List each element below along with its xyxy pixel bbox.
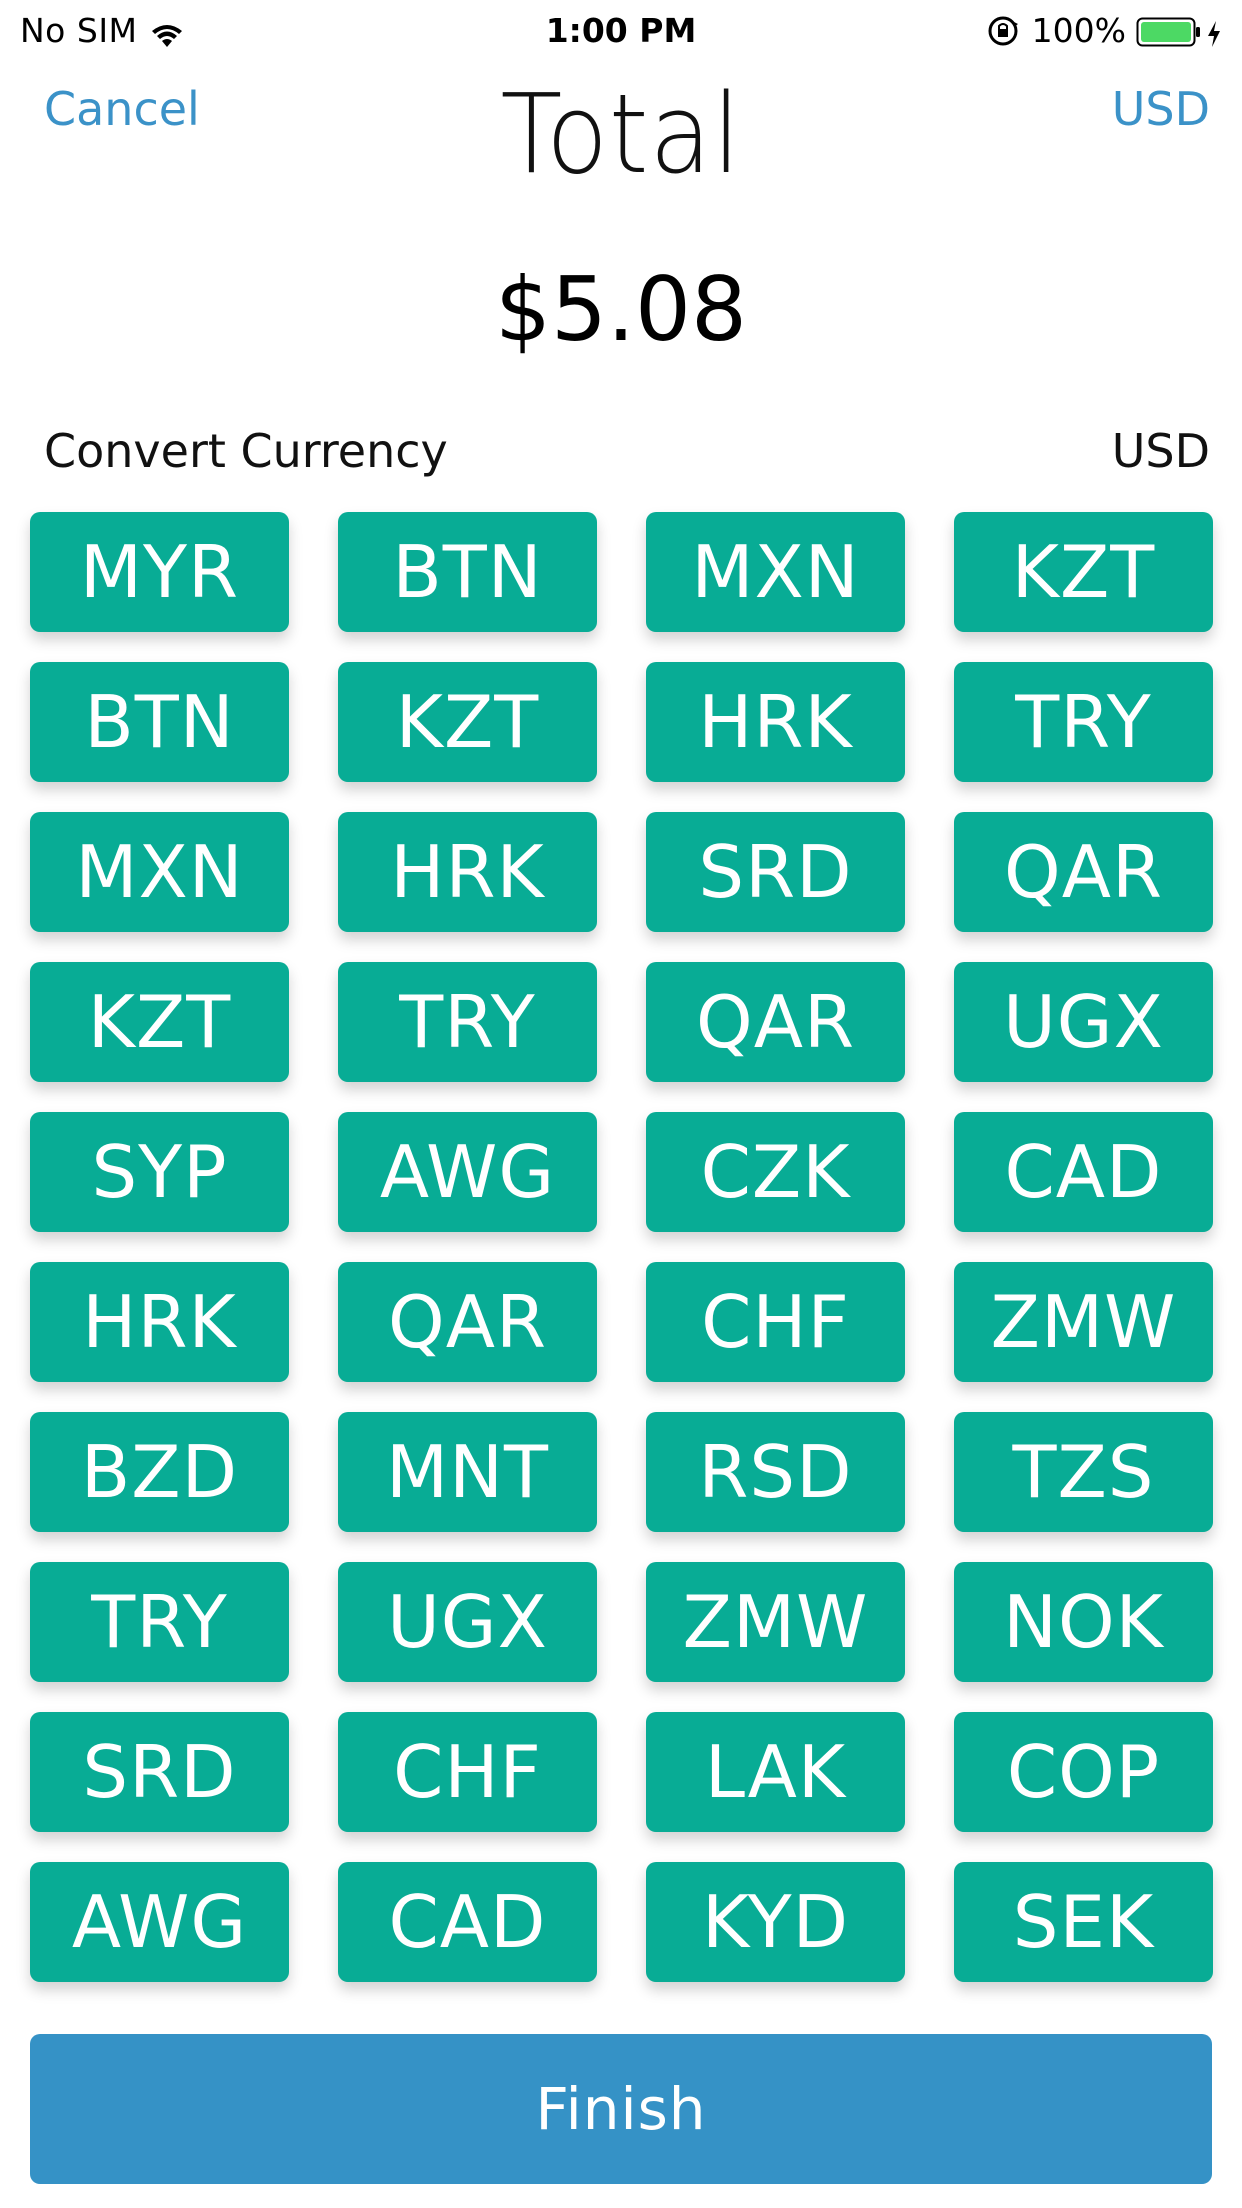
currency-grid: MYR BTN MXN KZT BTN KZT HRK TRY MXN HRK SRD QAR KZT T… — [30, 512, 1213, 2002]
battery-percent: 100% — [1031, 11, 1126, 50]
battery-icon — [1136, 16, 1202, 46]
currency-button[interactable]: KZT — [30, 962, 289, 1082]
carrier-label: No SIM — [20, 11, 138, 50]
currency-button[interactable]: KZT — [954, 512, 1213, 632]
currency-button[interactable]: SRD — [30, 1712, 289, 1832]
currency-button[interactable]: ZMW — [954, 1262, 1213, 1382]
currency-button[interactable]: MYR — [30, 512, 289, 632]
currency-button[interactable]: SEK — [954, 1862, 1213, 1982]
currency-button[interactable]: BZD — [30, 1412, 289, 1532]
currency-button[interactable]: SYP — [30, 1112, 289, 1232]
charging-bolt-icon — [1206, 17, 1222, 47]
currency-button[interactable]: ZMW — [646, 1562, 905, 1682]
currency-button[interactable]: MXN — [30, 812, 289, 932]
currency-button[interactable]: QAR — [646, 962, 905, 1082]
currency-button[interactable]: KZT — [338, 662, 597, 782]
cancel-button[interactable]: Cancel — [44, 82, 200, 136]
currency-button[interactable]: COP — [954, 1712, 1213, 1832]
status-right: 100% — [986, 11, 1222, 50]
currency-select-button[interactable]: USD — [1111, 82, 1210, 136]
currency-button[interactable]: MXN — [646, 512, 905, 632]
currency-button[interactable]: QAR — [338, 1262, 597, 1382]
currency-button[interactable]: CZK — [646, 1112, 905, 1232]
orientation-lock-icon — [986, 14, 1020, 48]
currency-button[interactable]: BTN — [30, 662, 289, 782]
currency-button[interactable]: CHF — [646, 1262, 905, 1382]
convert-current-currency: USD — [1111, 424, 1210, 478]
status-left: No SIM — [20, 11, 184, 50]
currency-button[interactable]: TRY — [338, 962, 597, 1082]
total-amount: $5.08 — [495, 258, 747, 361]
currency-button[interactable]: BTN — [338, 512, 597, 632]
page-title: Total — [500, 70, 742, 198]
currency-button[interactable]: UGX — [338, 1562, 597, 1682]
currency-button[interactable]: UGX — [954, 962, 1213, 1082]
currency-button[interactable]: HRK — [646, 662, 905, 782]
currency-button[interactable]: TRY — [954, 662, 1213, 782]
currency-button[interactable]: TZS — [954, 1412, 1213, 1532]
currency-button[interactable]: LAK — [646, 1712, 905, 1832]
currency-button[interactable]: AWG — [338, 1112, 597, 1232]
currency-button[interactable]: TRY — [30, 1562, 289, 1682]
currency-button[interactable]: NOK — [954, 1562, 1213, 1682]
currency-button[interactable]: RSD — [646, 1412, 905, 1532]
currency-button[interactable]: HRK — [30, 1262, 289, 1382]
finish-button[interactable]: Finish — [30, 2034, 1212, 2184]
currency-button[interactable]: CHF — [338, 1712, 597, 1832]
currency-button[interactable]: CAD — [338, 1862, 597, 1982]
convert-currency-label: Convert Currency — [44, 424, 448, 478]
currency-button[interactable]: CAD — [954, 1112, 1213, 1232]
currency-button[interactable]: SRD — [646, 812, 905, 932]
status-bar: No SIM 1:00 PM 100% — [0, 0, 1242, 60]
currency-button[interactable]: HRK — [338, 812, 597, 932]
currency-button[interactable]: MNT — [338, 1412, 597, 1532]
status-time: 1:00 PM — [545, 11, 697, 50]
currency-button[interactable]: KYD — [646, 1862, 905, 1982]
wifi-icon — [150, 18, 184, 47]
currency-button[interactable]: AWG — [30, 1862, 289, 1982]
currency-button[interactable]: QAR — [954, 812, 1213, 932]
